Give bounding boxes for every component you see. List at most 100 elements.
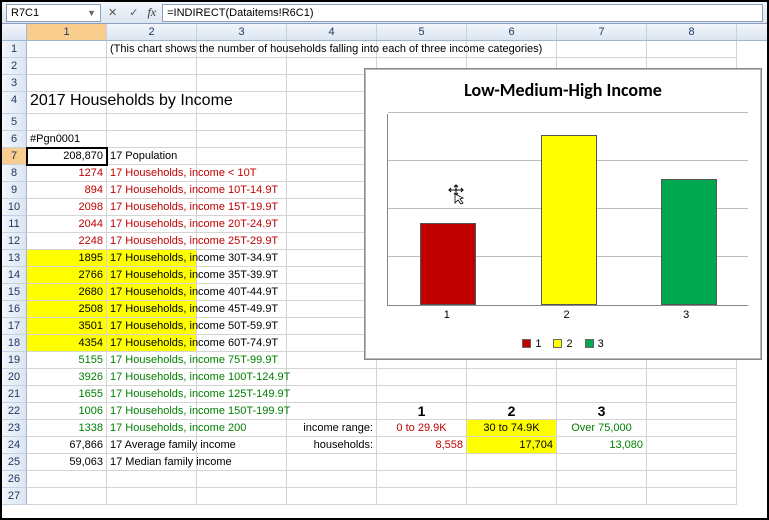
cell[interactable] — [287, 403, 377, 420]
cell[interactable]: 67,866 — [27, 437, 107, 454]
cell[interactable] — [197, 148, 287, 165]
column-header[interactable]: 4 — [287, 24, 377, 40]
cell[interactable] — [377, 386, 467, 403]
cell[interactable]: 59,063 — [27, 454, 107, 471]
cell[interactable]: 3926 — [27, 369, 107, 386]
cell[interactable]: 17 Households, income 50T-59.9T — [107, 318, 197, 335]
cell[interactable]: 17 Households, income 25T-29.9T — [107, 233, 197, 250]
cell[interactable]: Over 75,000 — [557, 420, 647, 437]
cell[interactable]: 30 to 74.9K — [467, 420, 557, 437]
cell[interactable]: 17 Households, income 150T-199.9T — [107, 403, 197, 420]
cell[interactable]: 8,558 — [377, 437, 467, 454]
row-header[interactable]: 12 — [2, 233, 27, 250]
cell[interactable]: households: — [287, 437, 377, 454]
cell[interactable] — [377, 369, 467, 386]
cell[interactable] — [197, 488, 287, 505]
cell[interactable] — [647, 454, 737, 471]
cell[interactable] — [647, 41, 737, 58]
row-header[interactable]: 19 — [2, 352, 27, 369]
cell[interactable]: 1338 — [27, 420, 107, 437]
cell[interactable] — [27, 75, 107, 92]
row-header[interactable]: 26 — [2, 471, 27, 488]
cell[interactable] — [557, 41, 647, 58]
cell[interactable]: 17 Households, income 45T-49.9T — [107, 301, 197, 318]
row-header[interactable]: 11 — [2, 216, 27, 233]
cell[interactable]: 17 Households, income 200 — [107, 420, 197, 437]
column-header[interactable]: 1 — [27, 24, 107, 40]
row-header[interactable]: 21 — [2, 386, 27, 403]
cell[interactable]: 208,870 — [27, 148, 107, 165]
cell[interactable]: 1274 — [27, 165, 107, 182]
cell[interactable] — [647, 437, 737, 454]
cell[interactable]: 2017 Households by Income — [27, 92, 107, 114]
cell[interactable]: #Pgn0001 — [27, 131, 107, 148]
cell[interactable]: 2248 — [27, 233, 107, 250]
fx-icon[interactable]: fx — [147, 5, 156, 20]
row-header[interactable]: 13 — [2, 250, 27, 267]
cell[interactable] — [647, 471, 737, 488]
cell[interactable]: 17 Households, income 15T-19.9T — [107, 199, 197, 216]
cell[interactable]: 17,704 — [467, 437, 557, 454]
cell[interactable] — [107, 75, 197, 92]
row-header[interactable]: 3 — [2, 75, 27, 92]
cell[interactable]: 17 Average family income — [107, 437, 197, 454]
cell[interactable]: (This chart shows the number of househol… — [107, 41, 197, 58]
row-header[interactable]: 5 — [2, 114, 27, 131]
cell[interactable]: 17 Households, income 30T-34.9T — [107, 250, 197, 267]
cell[interactable]: 0 to 29.9K — [377, 420, 467, 437]
row-header[interactable]: 16 — [2, 301, 27, 318]
cell[interactable]: 17 Households, income 60T-74.9T — [107, 335, 197, 352]
cell[interactable]: 1895 — [27, 250, 107, 267]
cell[interactable] — [557, 369, 647, 386]
cell[interactable]: 1006 — [27, 403, 107, 420]
cell[interactable]: 13,080 — [557, 437, 647, 454]
cell[interactable] — [107, 488, 197, 505]
cell[interactable] — [557, 454, 647, 471]
cell[interactable] — [287, 488, 377, 505]
cell[interactable]: 17 Households, income 40T-44.9T — [107, 284, 197, 301]
column-header[interactable]: 6 — [467, 24, 557, 40]
row-header[interactable]: 1 — [2, 41, 27, 58]
row-header[interactable]: 23 — [2, 420, 27, 437]
cell[interactable] — [467, 386, 557, 403]
cancel-icon[interactable]: ✕ — [105, 6, 120, 19]
cell[interactable]: 894 — [27, 182, 107, 199]
cell[interactable]: 2044 — [27, 216, 107, 233]
cell[interactable] — [197, 471, 287, 488]
cell[interactable] — [27, 471, 107, 488]
cell[interactable] — [197, 114, 287, 131]
row-header[interactable]: 7 — [2, 148, 27, 165]
cell[interactable] — [27, 114, 107, 131]
cell[interactable]: 17 Households, income < 10T — [107, 165, 197, 182]
cell[interactable]: 5155 — [27, 352, 107, 369]
column-header[interactable]: 2 — [107, 24, 197, 40]
cell[interactable]: 17 Median family income — [107, 454, 197, 471]
cell[interactable] — [467, 454, 557, 471]
cell[interactable] — [557, 386, 647, 403]
cell[interactable]: 1 — [377, 403, 467, 420]
cell[interactable] — [377, 488, 467, 505]
cell[interactable]: income range: — [287, 420, 377, 437]
cell[interactable] — [647, 488, 737, 505]
column-header[interactable]: 8 — [647, 24, 737, 40]
column-header[interactable]: 3 — [197, 24, 287, 40]
cell[interactable]: 2098 — [27, 199, 107, 216]
cell[interactable]: 2508 — [27, 301, 107, 318]
cell[interactable] — [107, 471, 197, 488]
cell[interactable]: 1655 — [27, 386, 107, 403]
cell[interactable] — [287, 369, 377, 386]
row-header[interactable]: 15 — [2, 284, 27, 301]
cell[interactable]: 3 — [557, 403, 647, 420]
row-header[interactable]: 17 — [2, 318, 27, 335]
cell[interactable] — [107, 131, 197, 148]
cell[interactable] — [287, 386, 377, 403]
cell[interactable] — [647, 403, 737, 420]
cell[interactable] — [27, 58, 107, 75]
row-header[interactable]: 10 — [2, 199, 27, 216]
cell[interactable]: 17 Population — [107, 148, 197, 165]
row-header[interactable]: 2 — [2, 58, 27, 75]
cell[interactable] — [647, 386, 737, 403]
row-header[interactable]: 22 — [2, 403, 27, 420]
cell[interactable] — [557, 471, 647, 488]
row-header[interactable]: 20 — [2, 369, 27, 386]
